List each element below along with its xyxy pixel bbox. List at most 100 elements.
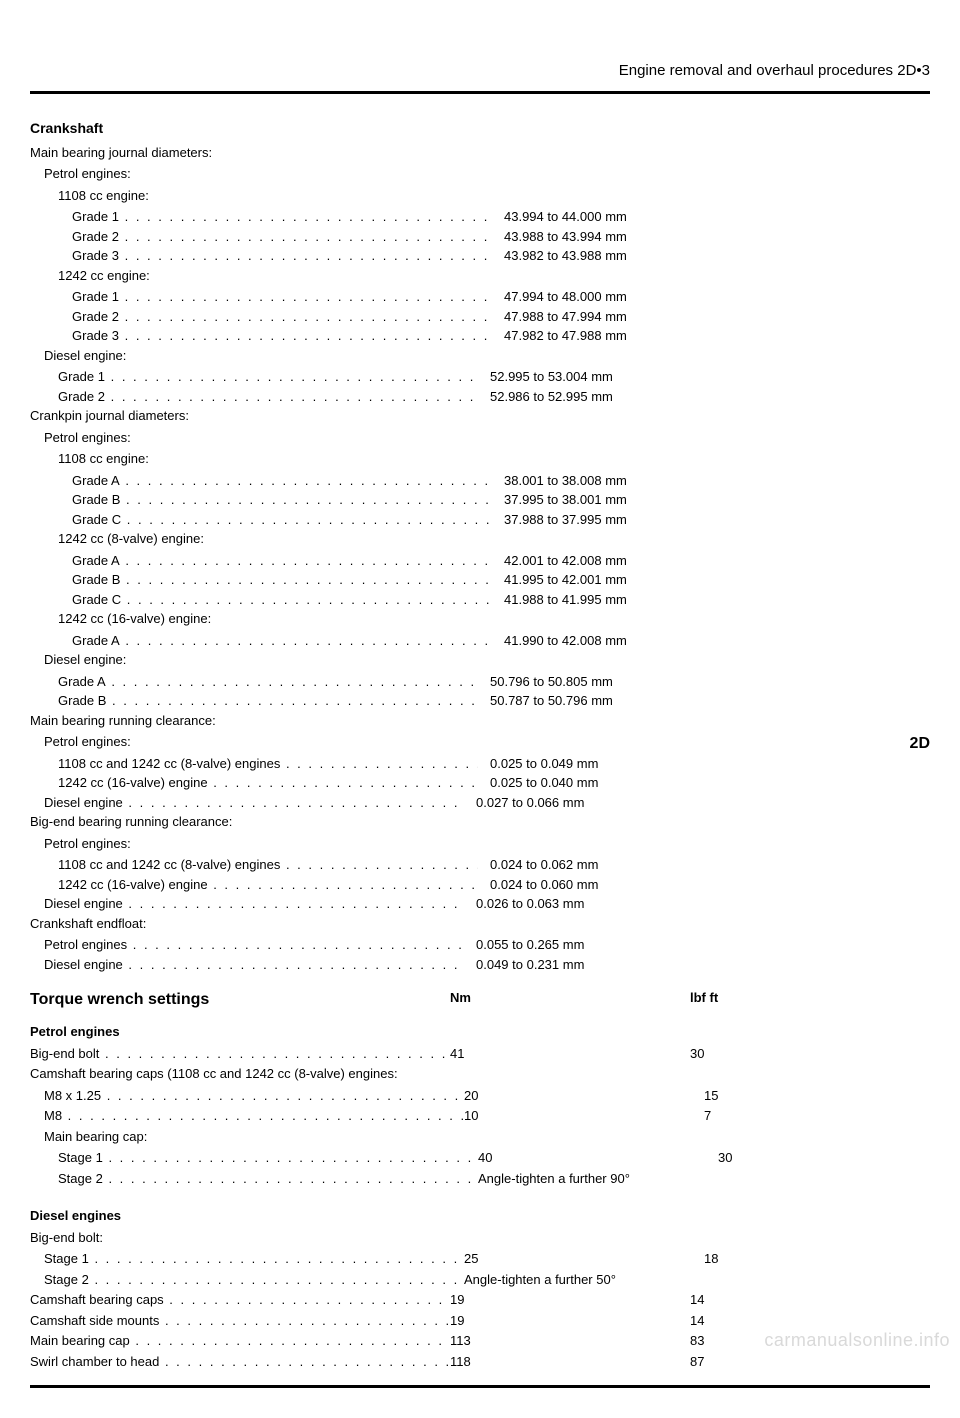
petrol-label: Petrol engines: [30,428,930,448]
spec-label: 1108 cc and 1242 cc (8-valve) engines [58,855,478,875]
spec-value: 0.055 to 0.265 mm [464,935,584,955]
spec-label: 1242 cc (16-valve) engine [58,773,478,793]
spec-label: Grade A [72,471,492,491]
diesel-label: Diesel engine: [30,650,930,670]
torque-nm: 41 [450,1044,690,1064]
spec-value: 43.988 to 43.994 mm [492,227,627,247]
mbcap-label: Main bearing cap: [30,1127,930,1147]
crankshaft-title: Crankshaft [30,118,930,139]
spec-label: Grade 2 [58,387,478,407]
torque-nm: 19 [450,1311,690,1331]
endfloat-label: Crankshaft endfloat: [30,914,930,934]
rule-top [30,91,930,94]
side-tab: 2D [910,732,930,756]
torque-nm: 19 [450,1290,690,1310]
spec-label: Grade 1 [72,207,492,227]
torque-title: Torque wrench settings [30,988,450,1012]
spec-value: 0.049 to 0.231 mm [464,955,584,975]
spec-label: 1108 cc and 1242 cc (8-valve) engines [58,754,478,774]
spec-value: 41.990 to 42.008 mm [492,631,627,651]
spec-value: 41.988 to 41.995 mm [492,590,627,610]
torque-nm: 118 [450,1352,690,1372]
torque-nm: 40 [478,1148,718,1168]
torque-nm: 20 [464,1086,704,1106]
spec-value: 0.027 to 0.066 mm [464,793,584,813]
spec-label: Grade 3 [72,246,492,266]
spec-label: Grade A [58,672,478,692]
crankpin-label: Crankpin journal diameters: [30,406,930,426]
spec-label: Grade B [72,490,492,510]
spec-value: 41.995 to 42.001 mm [492,570,627,590]
spec-label: Diesel engine [44,894,464,914]
spec-value: 47.982 to 47.988 mm [492,326,627,346]
spec-value: 50.787 to 50.796 mm [478,691,613,711]
engine-1108-label: 1108 cc engine: [30,186,930,206]
spec-label: Grade 2 [72,307,492,327]
torque-label: Stage 1 [58,1148,478,1168]
spec-value: 43.994 to 44.000 mm [492,207,627,227]
spec-value: 43.982 to 43.988 mm [492,246,627,266]
torque-label: Main bearing cap [30,1331,450,1351]
spec-value: 0.025 to 0.049 mm [478,754,598,774]
mbr-label: Main bearing running clearance: [30,711,930,731]
diesel-heading: Diesel engines [30,1206,930,1226]
spec-label: Diesel engine [44,793,464,813]
cambcap-label: Camshaft bearing caps (1108 cc and 1242 … [30,1064,930,1084]
bigend-label: Big-end bolt: [30,1228,930,1248]
spec-value: 0.024 to 0.060 mm [478,875,598,895]
spec-value: 47.988 to 47.994 mm [492,307,627,327]
torque-lbf: 87 [690,1352,810,1372]
spec-value: 37.988 to 37.995 mm [492,510,627,530]
diesel-label: Diesel engine: [30,346,930,366]
page-header: Engine removal and overhaul procedures 2… [30,60,930,83]
torque-label: Stage 2 [58,1169,478,1189]
torque-nm: Angle-tighten a further 50° [464,1270,704,1290]
engine-1242-16v-label: 1242 cc (16-valve) engine: [30,609,930,629]
spec-label: Grade 1 [58,367,478,387]
spec-label: Petrol engines [44,935,464,955]
spec-value: 42.001 to 42.008 mm [492,551,627,571]
spec-label: Diesel engine [44,955,464,975]
spec-value: 0.026 to 0.063 mm [464,894,584,914]
col-lbf: lbf ft [690,988,810,1012]
torque-label: Big-end bolt [30,1044,450,1064]
torque-nm: 113 [450,1331,690,1351]
engine-1242-label: 1242 cc engine: [30,266,930,286]
spec-label: Grade A [72,551,492,571]
petrol-label: Petrol engines: [30,834,930,854]
watermark: carmanualsonline.info [764,1327,950,1354]
spec-label: 1242 cc (16-valve) engine [58,875,478,895]
torque-lbf: 30 [690,1044,810,1064]
torque-lbf: 14 [690,1290,810,1310]
petrol-label: Petrol engines: [30,732,930,752]
crankshaft-section: Crankshaft Main bearing journal diameter… [30,118,930,975]
torque-label: Camshaft bearing caps [30,1290,450,1310]
spec-value: 52.986 to 52.995 mm [478,387,613,407]
torque-label: Camshaft side mounts [30,1311,450,1331]
engine-1242-8v-label: 1242 cc (8-valve) engine: [30,529,930,549]
torque-section: Torque wrench settings Nm lbf ft Petrol … [30,988,930,1371]
spec-label: Grade 1 [72,287,492,307]
spec-label: Grade B [72,570,492,590]
torque-label: M8 x 1.25 [44,1086,464,1106]
spec-label: Grade A [72,631,492,651]
spec-value: 52.995 to 53.004 mm [478,367,613,387]
main-bearing-diam-label: Main bearing journal diameters: [30,143,930,163]
be-label: Big-end bearing running clearance: [30,812,930,832]
torque-label: Stage 1 [44,1249,464,1269]
torque-lbf: 15 [704,1086,824,1106]
petrol-label: Petrol engines: [30,164,930,184]
spec-value: 38.001 to 38.008 mm [492,471,627,491]
spec-label: Grade C [72,510,492,530]
rule-end [30,1385,930,1388]
torque-label: Stage 2 [44,1270,464,1290]
spec-value: 47.994 to 48.000 mm [492,287,627,307]
torque-nm: 25 [464,1249,704,1269]
spec-value: 50.796 to 50.805 mm [478,672,613,692]
col-nm: Nm [450,988,690,1012]
torque-label: M8 [44,1106,464,1126]
petrol-heading: Petrol engines [30,1022,930,1042]
spec-value: 0.024 to 0.062 mm [478,855,598,875]
spec-value: 0.025 to 0.040 mm [478,773,598,793]
spec-value: 37.995 to 38.001 mm [492,490,627,510]
